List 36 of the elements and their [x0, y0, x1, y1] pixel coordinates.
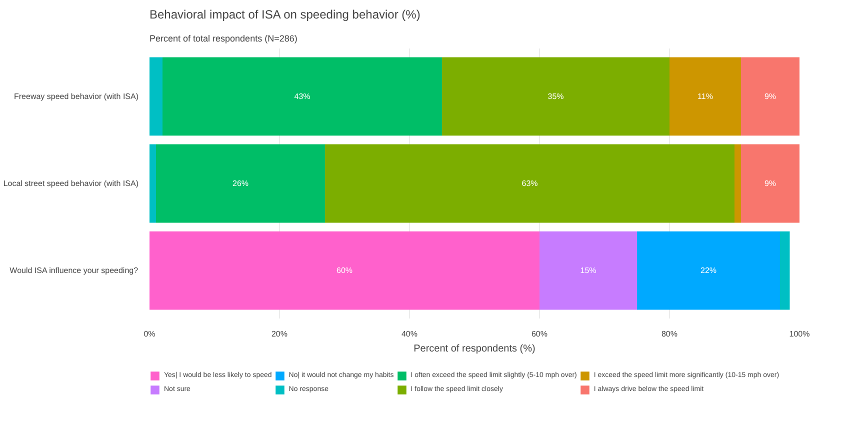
bar [637, 231, 780, 310]
bar [325, 144, 734, 223]
bar [162, 57, 442, 136]
data-label: 60% [336, 266, 353, 276]
x-tick-label: 100% [789, 330, 810, 338]
data-label: 22% [700, 266, 717, 276]
data-label: 35% [548, 92, 564, 101]
bar [150, 144, 156, 223]
data-label: 63% [522, 179, 538, 188]
bar [741, 57, 800, 136]
data-label: 43% [294, 92, 310, 101]
data-label: 9% [764, 179, 776, 188]
data-label: 11% [698, 92, 713, 101]
data-label: 9% [764, 92, 776, 101]
data-label: 15% [580, 266, 596, 276]
x-tick-label: 20% [271, 330, 288, 338]
x-tick-label: 60% [531, 330, 548, 338]
y-tick-label: Local street speed behavior (with ISA) [3, 179, 139, 188]
x-tick-label: 80% [661, 330, 678, 338]
bar [741, 144, 800, 223]
bar [150, 57, 162, 136]
y-tick-label: Would ISA influence your speeding? [10, 266, 139, 276]
x-tick-label: 40% [401, 330, 418, 338]
data-label: 26% [232, 179, 249, 188]
x-axis-title: Percent of respondents (%) [414, 344, 536, 354]
bar [150, 231, 540, 310]
bar [734, 144, 741, 223]
chart-subtitle: Percent of total respondents (N=286) [150, 34, 298, 44]
x-tick-label: 0% [144, 330, 156, 338]
y-tick-label: Freeway speed behavior (with ISA) [14, 92, 139, 101]
bar [442, 57, 670, 136]
bar [540, 231, 637, 310]
chart-title: Behavioral impact of ISA on speeding behavior (%) [150, 8, 420, 22]
bar [156, 144, 325, 223]
bar [670, 57, 741, 136]
bar [780, 231, 790, 310]
